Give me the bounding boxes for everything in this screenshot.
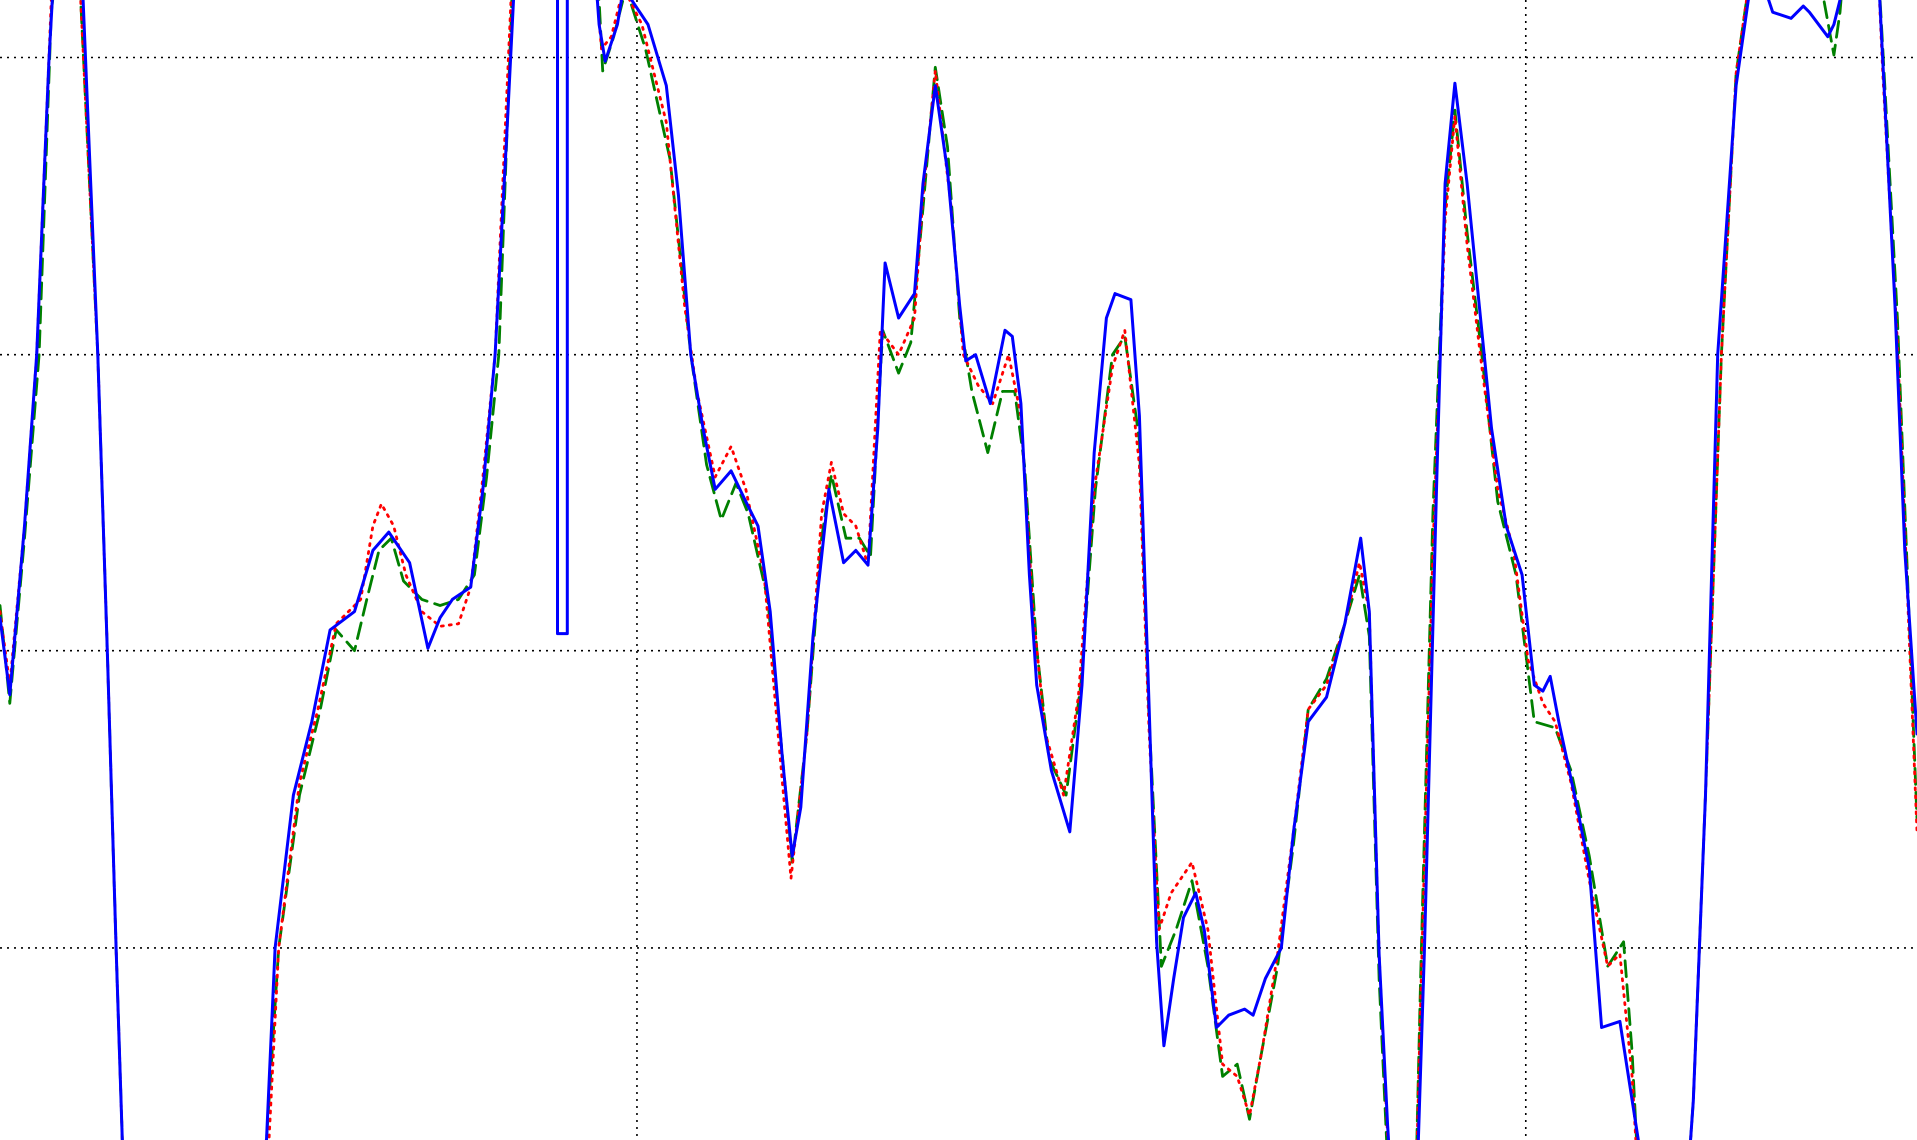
chart [0, 0, 1917, 1140]
line-series [0, 0, 1917, 1140]
grid [0, 0, 1917, 1140]
line-series [0, 0, 1917, 1140]
line-series [0, 0, 1917, 1140]
page: {"chart_data": {"type": "line", "xlim": … [0, 0, 1917, 1140]
plot-area [0, 0, 1917, 1140]
